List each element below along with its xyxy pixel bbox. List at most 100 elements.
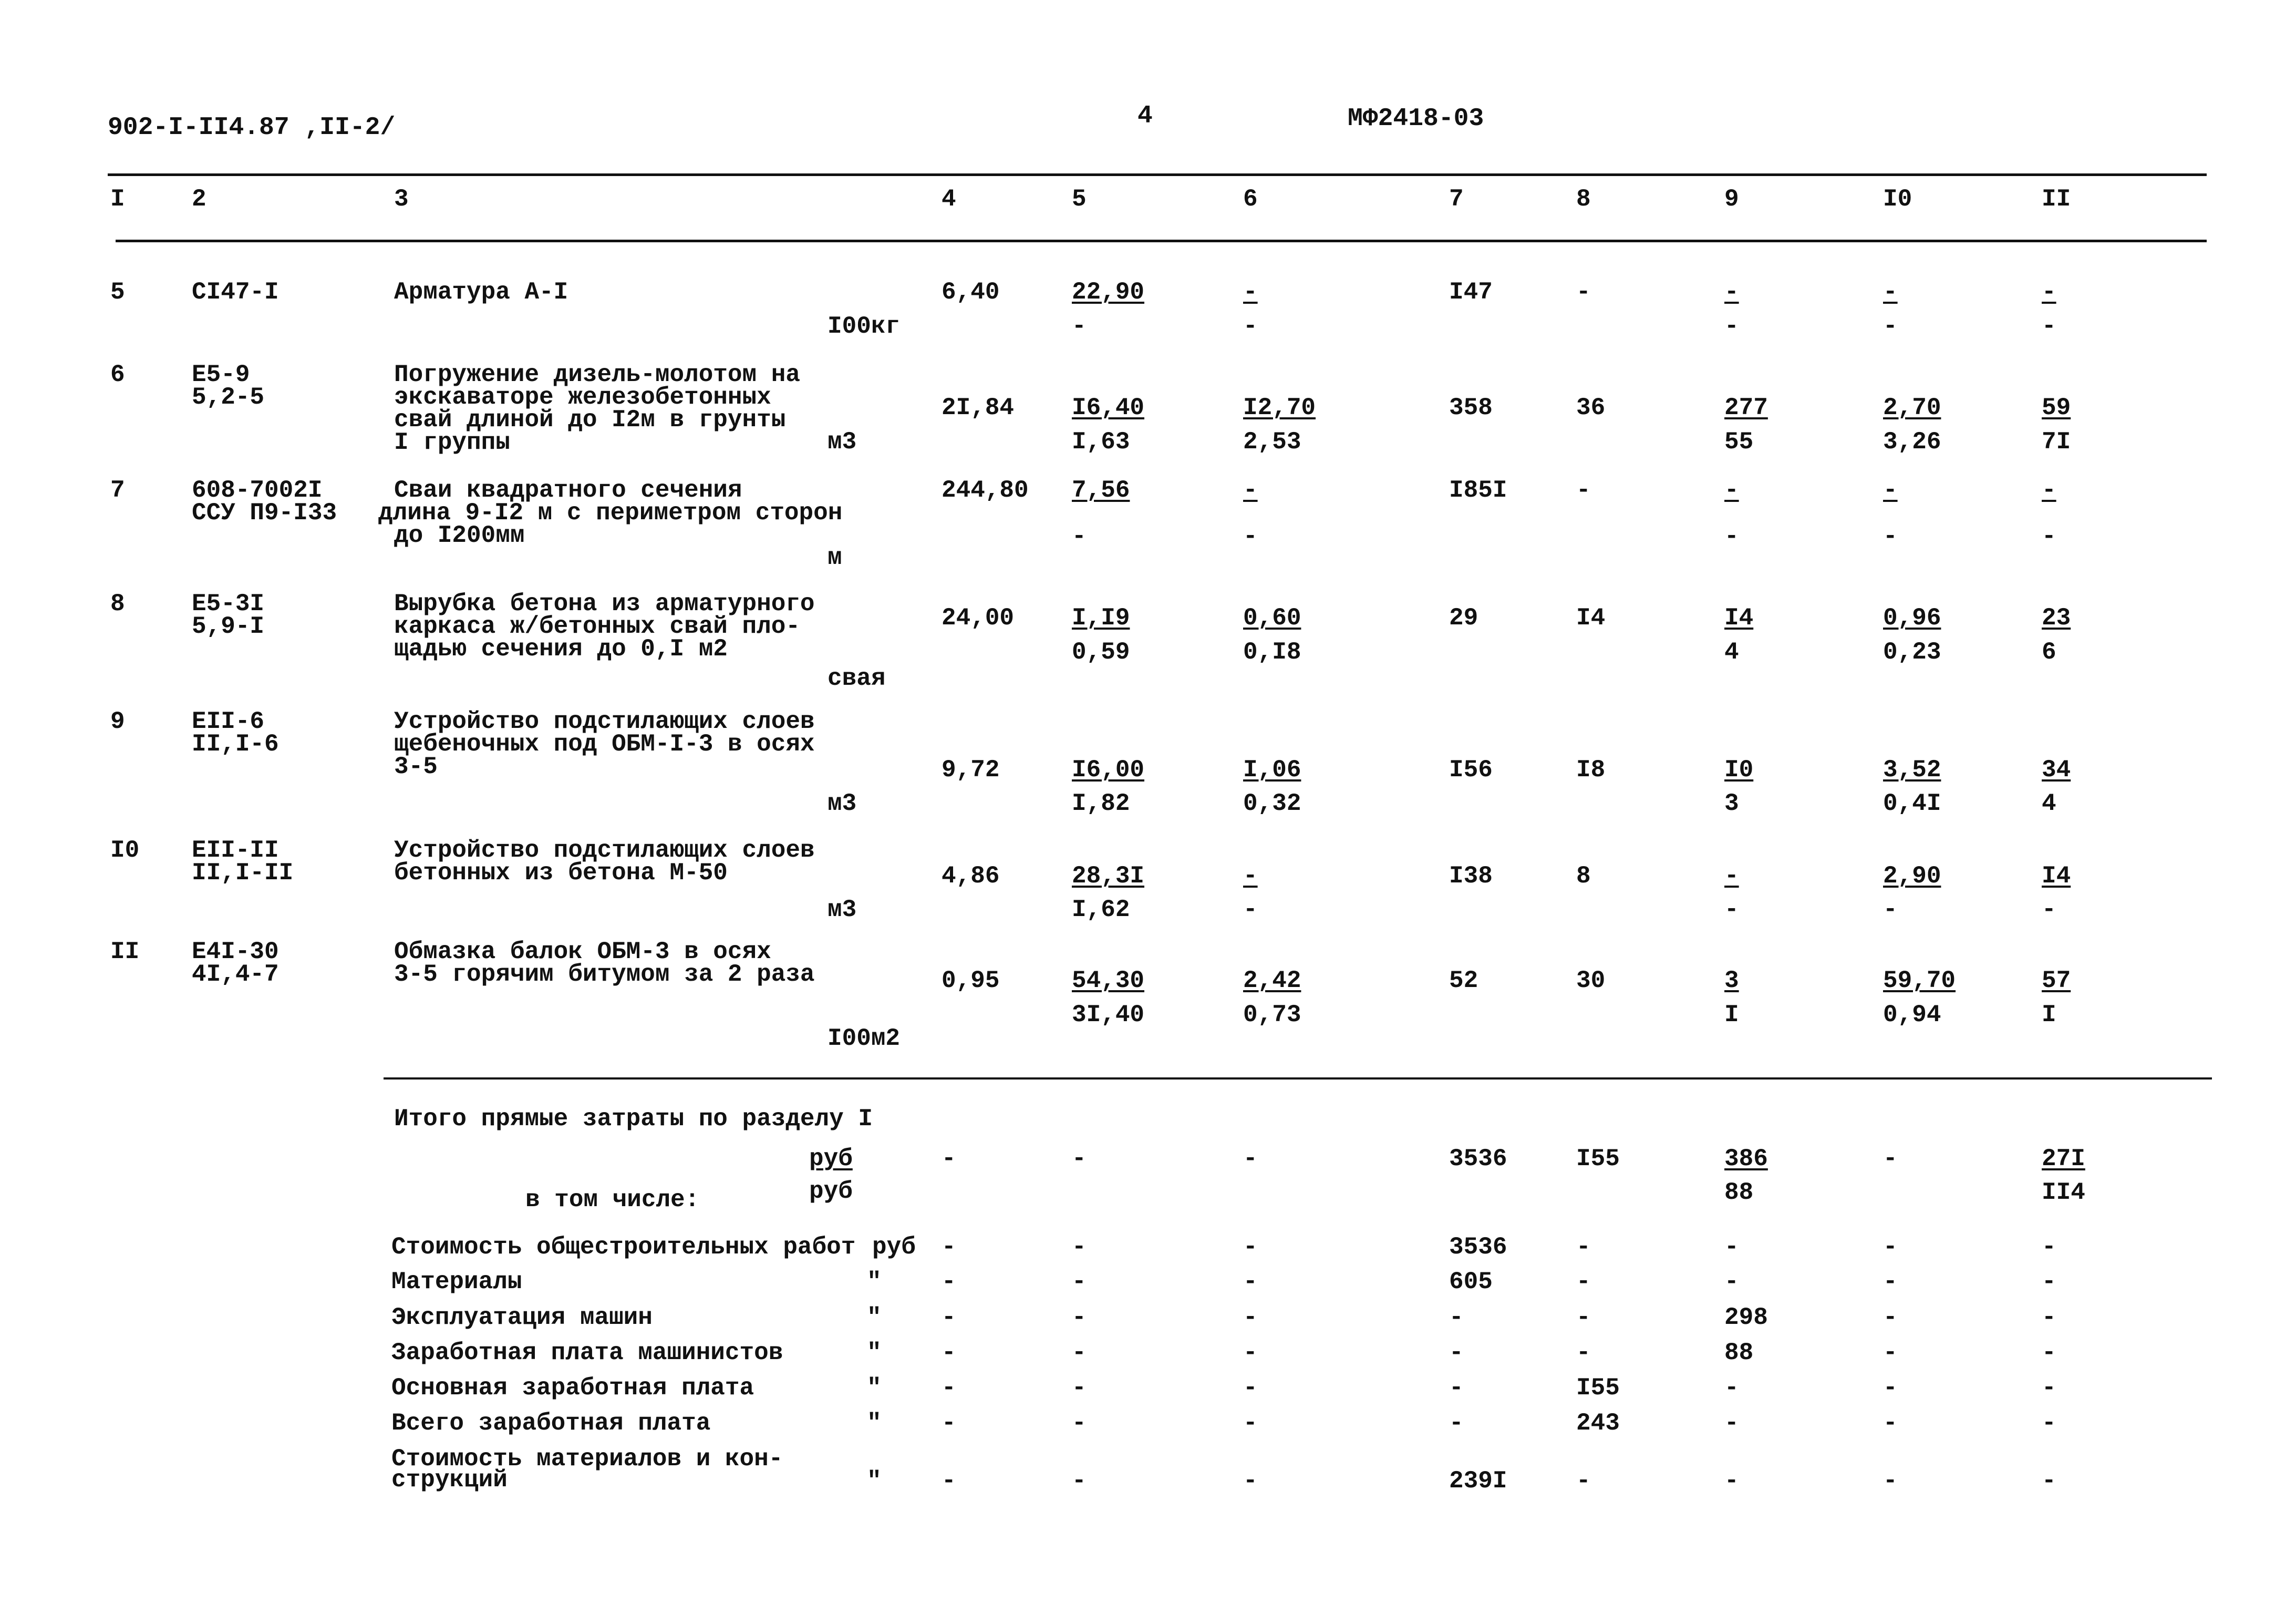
resource-code: E5-3I xyxy=(192,590,265,618)
cell-c10-bottom: 0,23 xyxy=(1883,639,1941,666)
breakdown-label: Основная заработная плата xyxy=(391,1374,754,1402)
breakdown-value-c6: - xyxy=(1243,1268,1258,1296)
quantity: 2I,84 xyxy=(942,394,1015,422)
column-header-8: 8 xyxy=(1576,186,1591,213)
quantity: 4,86 xyxy=(942,862,1000,890)
cell-c10-top: 59,70 xyxy=(1883,967,1956,994)
breakdown-value-c7: - xyxy=(1449,1339,1464,1366)
cell-c5-top: 28,3I xyxy=(1072,862,1145,890)
breakdown-value-c5: - xyxy=(1072,1339,1087,1366)
breakdown-label: Всего заработная плата xyxy=(391,1410,711,1437)
breakdown-unit: " xyxy=(867,1268,882,1296)
unit: м3 xyxy=(828,896,857,923)
row-number: 7 xyxy=(110,477,125,504)
cell-c10-top: - xyxy=(1883,279,1898,306)
breakdown-value-c8: - xyxy=(1576,1233,1591,1261)
cell-c6-top: I,06 xyxy=(1243,756,1301,784)
quantity: 6,40 xyxy=(942,279,1000,306)
totals-unit-bottom: руб xyxy=(809,1178,853,1205)
column-header-4: 4 xyxy=(942,186,956,213)
breakdown-value-c11: - xyxy=(2042,1339,2056,1366)
cell-c10-bottom: - xyxy=(1883,896,1898,923)
breakdown-value-c9: - xyxy=(1724,1374,1739,1402)
breakdown-value-c11: - xyxy=(2042,1304,2056,1331)
row-number: II xyxy=(110,938,140,965)
cell-c9-top: - xyxy=(1724,477,1739,504)
breakdown-value-c8: I55 xyxy=(1576,1374,1620,1402)
cell-c10-bottom: - xyxy=(1883,313,1898,340)
work-description: щебеночных под ОБМ-I-3 в осях xyxy=(394,731,815,758)
cell-c8: 30 xyxy=(1576,967,1606,994)
breakdown-value-c4: - xyxy=(942,1268,956,1296)
cell-c10-top: 3,52 xyxy=(1883,756,1941,784)
breakdown-value-c7: - xyxy=(1449,1374,1464,1402)
column-header-2: 2 xyxy=(192,186,206,213)
cell-c11-top: 57 xyxy=(2042,967,2071,994)
cell-c11-bottom: 7I xyxy=(2042,428,2071,456)
work-description: 3-5 горячим битумом за 2 раза xyxy=(394,961,815,988)
column-header-5: 5 xyxy=(1072,186,1087,213)
breakdown-value-c4: - xyxy=(942,1410,956,1437)
resource-code: II,I-II xyxy=(192,859,294,887)
cell-c9-top: - xyxy=(1724,862,1739,890)
breakdown-value-c7: 605 xyxy=(1449,1268,1493,1296)
resource-code: E4I-30 xyxy=(192,938,279,965)
totals-title: Итого прямые затраты по разделу I xyxy=(394,1105,873,1133)
resource-code: II,I-6 xyxy=(192,731,279,758)
quantity: 24,00 xyxy=(942,604,1015,632)
quantity: 244,80 xyxy=(942,477,1029,504)
cell-c9-top: 277 xyxy=(1724,394,1768,422)
cell-c9-bottom: 4 xyxy=(1724,639,1739,666)
breakdown-value-c11: - xyxy=(2042,1268,2056,1296)
breakdown-label: Эксплуатация машин xyxy=(391,1304,653,1331)
work-description: свай длиной до I2м в грунты xyxy=(394,406,786,434)
cell-c6-bottom: - xyxy=(1243,523,1258,550)
cell-c11-bottom: - xyxy=(2042,523,2056,550)
cell-c5-bottom: 0,59 xyxy=(1072,639,1130,666)
column-header-10: I0 xyxy=(1883,186,1912,213)
breakdown-value-c10: - xyxy=(1883,1467,1898,1495)
cell-c9-bottom: 3 xyxy=(1724,790,1739,817)
breakdown-value-c6: - xyxy=(1243,1374,1258,1402)
breakdown-value-c5: - xyxy=(1072,1410,1087,1437)
header-bottom-rule xyxy=(116,240,2207,242)
cell-c7: I47 xyxy=(1449,279,1493,306)
column-header-9: 9 xyxy=(1724,186,1739,213)
breakdown-unit: " xyxy=(867,1467,882,1495)
cell-c8: I8 xyxy=(1576,756,1606,784)
breakdown-value-c9: - xyxy=(1724,1410,1739,1437)
cell-c10-bottom: 0,94 xyxy=(1883,1001,1941,1029)
cell-c6-top: I2,70 xyxy=(1243,394,1316,422)
breakdown-value-c11: - xyxy=(2042,1410,2056,1437)
totals-unit-top: руб xyxy=(809,1145,853,1173)
breakdown-label: Стоимость материалов и кон- xyxy=(391,1445,783,1473)
breakdown-value-c5: - xyxy=(1072,1374,1087,1402)
work-description: Погружение дизель-молотом на xyxy=(394,361,800,388)
breakdown-value-c8: 243 xyxy=(1576,1410,1620,1437)
cell-c10-top: 2,90 xyxy=(1883,862,1941,890)
breakdown-label: струкций xyxy=(391,1466,508,1494)
breakdown-unit: руб xyxy=(872,1233,916,1261)
cell-c11-bottom: - xyxy=(2042,896,2056,923)
cell-c6-bottom: - xyxy=(1243,313,1258,340)
totals-c11-bottom: II4 xyxy=(2042,1179,2085,1206)
breakdown-value-c10: - xyxy=(1883,1410,1898,1437)
breakdown-label: Заработная плата машинистов xyxy=(391,1339,783,1366)
cell-c6-top: - xyxy=(1243,477,1258,504)
breakdown-value-c10: - xyxy=(1883,1374,1898,1402)
work-description: до I200мм xyxy=(394,522,525,549)
cell-c10-top: - xyxy=(1883,477,1898,504)
cell-c5-top: I6,40 xyxy=(1072,394,1145,422)
cell-c7: I85I xyxy=(1449,477,1507,504)
cell-c11-top: - xyxy=(2042,477,2056,504)
breakdown-value-c7: - xyxy=(1449,1410,1464,1437)
cell-c5-top: I6,00 xyxy=(1072,756,1145,784)
totals-c6: - xyxy=(1243,1145,1258,1173)
cell-c7: 52 xyxy=(1449,967,1478,994)
page-number: 4 xyxy=(1137,102,1153,130)
cell-c6-bottom: - xyxy=(1243,896,1258,923)
breakdown-value-c8: - xyxy=(1576,1339,1591,1366)
row-number: 8 xyxy=(110,590,125,618)
cell-c11-top: 59 xyxy=(2042,394,2071,422)
cell-c9-bottom: - xyxy=(1724,313,1739,340)
